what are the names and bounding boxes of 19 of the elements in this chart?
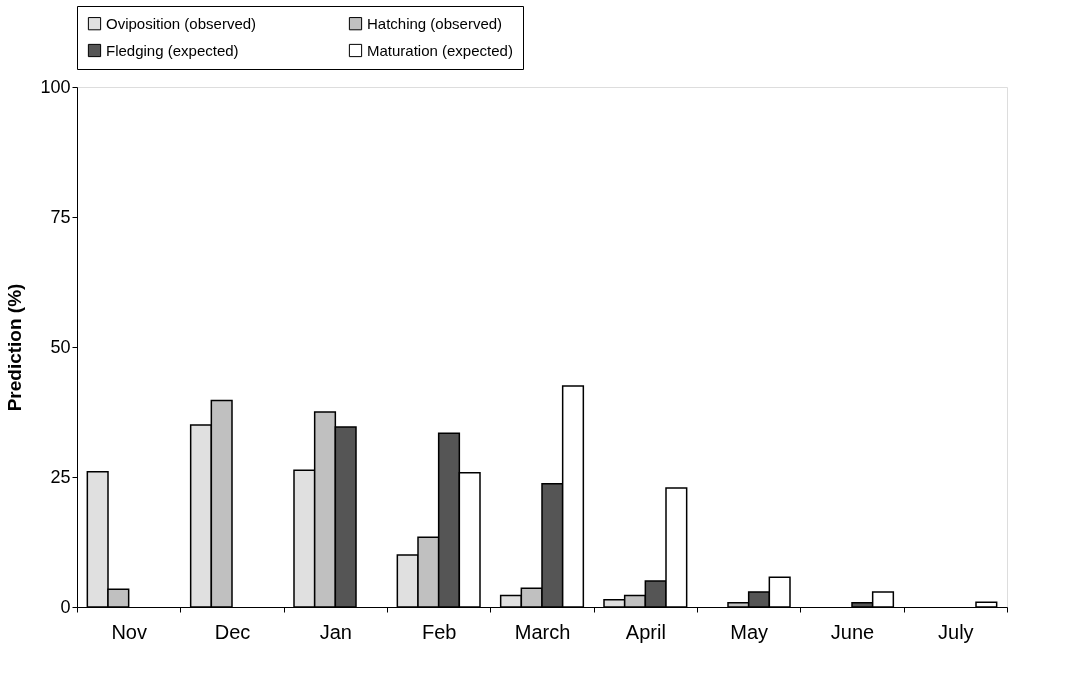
- legend-label: Oviposition (observed): [106, 14, 257, 32]
- x-tick-label: June: [830, 620, 875, 643]
- legend-label: Maturation (expected): [367, 41, 513, 59]
- y-tick-label: 75: [50, 206, 71, 227]
- y-tick-label: 50: [50, 336, 71, 357]
- x-tick-label: Dec: [214, 620, 251, 643]
- x-tick-label: July: [938, 620, 974, 643]
- y-tick-label: 25: [50, 466, 71, 487]
- x-tick-label: Jan: [319, 620, 352, 643]
- legend-label: Hatching (observed): [367, 14, 503, 32]
- legend-label: Fledging (expected): [106, 41, 239, 59]
- x-tick-label: May: [730, 620, 769, 643]
- y-tick-label: 100: [40, 76, 71, 97]
- x-tick-label: April: [625, 620, 666, 643]
- y-tick-label: 0: [60, 596, 71, 617]
- y-axis-title: Prediction (%): [4, 283, 26, 412]
- x-tick-label: Feb: [421, 620, 457, 643]
- x-tick-label: March: [514, 620, 571, 643]
- x-tick-label: Nov: [111, 620, 147, 643]
